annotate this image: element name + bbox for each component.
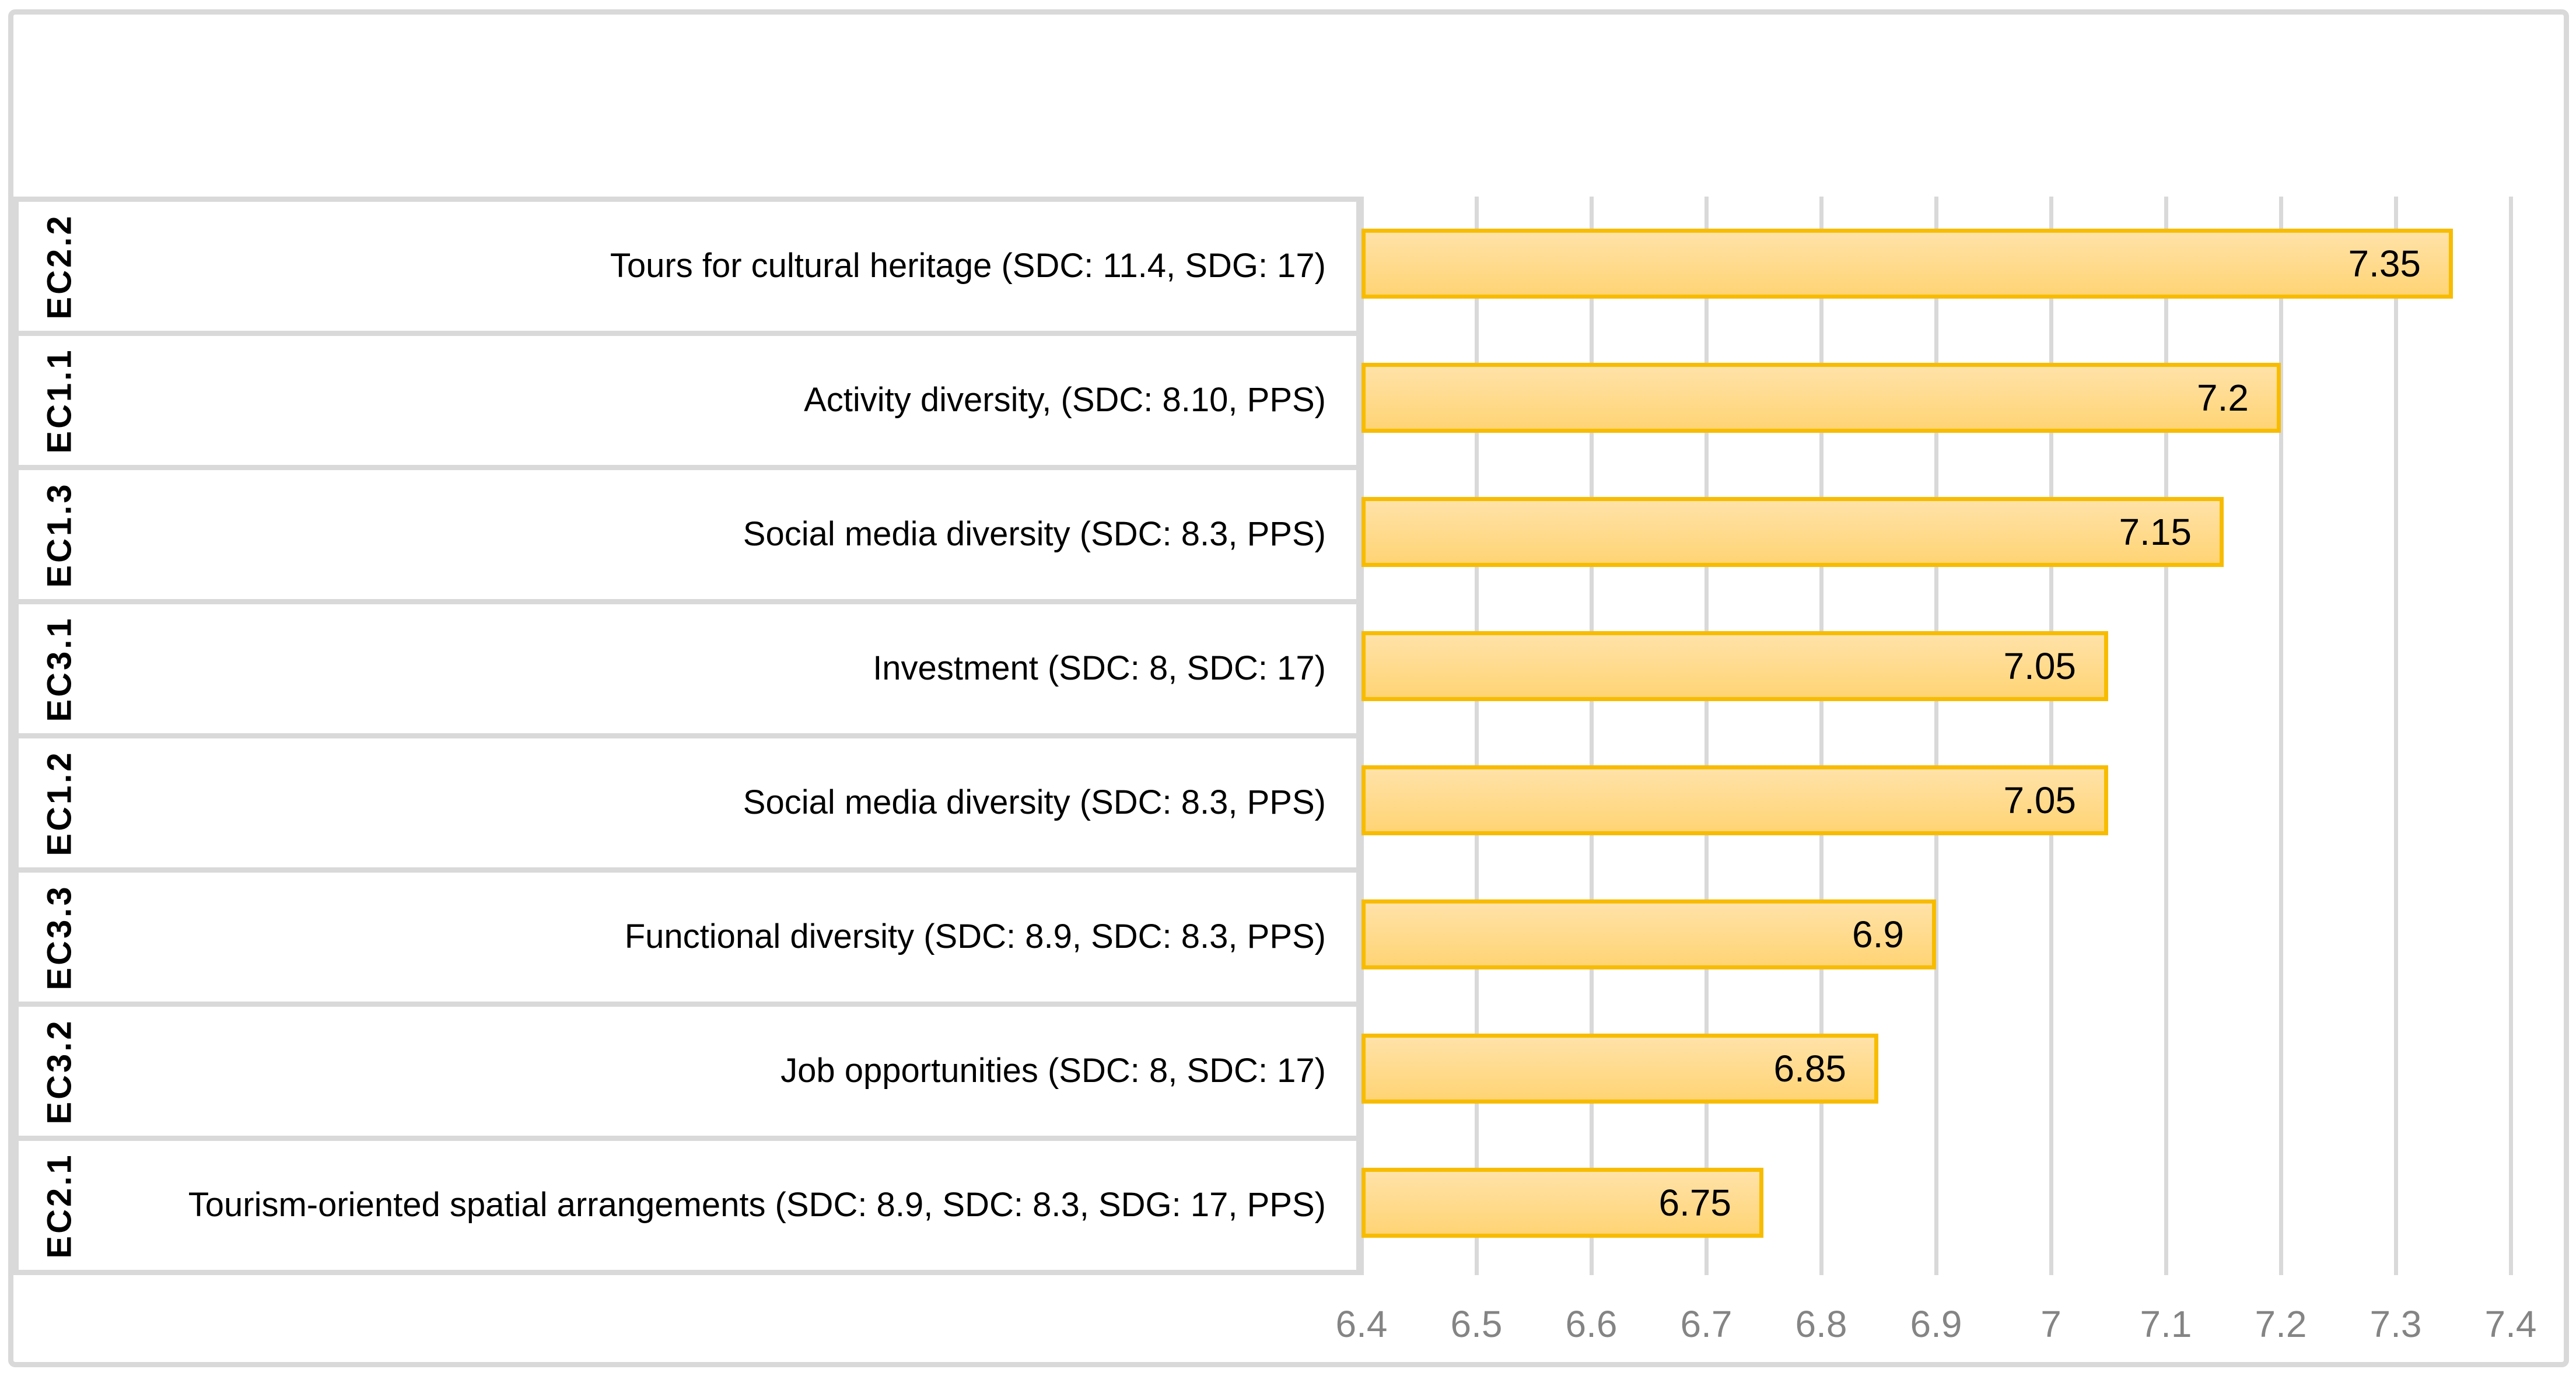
category-label: Investment (SDC: 8, SDC: 17): [873, 649, 1326, 688]
bar: 6.9: [1362, 899, 1936, 969]
x-tick-label: 7.3: [2370, 1303, 2422, 1345]
bar-value-label: 7.05: [2003, 779, 2076, 821]
category-cell: EC2.1 Tourism-oriented spatial arrangeme…: [13, 1136, 1362, 1275]
category-label: Functional diversity (SDC: 8.9, SDC: 8.3…: [624, 918, 1326, 956]
category-cell: EC1.1 Activity diversity, (SDC: 8.10, PP…: [13, 331, 1362, 470]
category-label: Social media diversity (SDC: 8.3, PPS): [743, 515, 1326, 554]
category-label: Job opportunities (SDC: 8, SDC: 17): [780, 1052, 1326, 1090]
category-cell: EC3.3 Functional diversity (SDC: 8.9, SD…: [13, 867, 1362, 1007]
x-tick-label: 7.4: [2484, 1303, 2537, 1345]
gridline: [2394, 197, 2398, 1275]
bar: 6.75: [1362, 1168, 1763, 1238]
bar: 7.15: [1362, 497, 2224, 567]
bar-value-label: 6.75: [1658, 1182, 1731, 1224]
category-group-label: EC2.1: [40, 1152, 79, 1259]
plot-area: 7.35 7.2 7.15 7.05 7.05 6.9 6.85 6.75: [1360, 197, 2560, 1275]
category-group-label: EC1.3: [40, 481, 79, 588]
x-tick-label: 6.7: [1680, 1303, 1732, 1345]
category-cell: EC1.3 Social media diversity (SDC: 8.3, …: [13, 465, 1362, 604]
gridline: [2164, 197, 2168, 1275]
bar: 6.85: [1362, 1034, 1878, 1104]
category-label: Tourism-oriented spatial arrangements (S…: [188, 1186, 1326, 1224]
bar: 7.05: [1362, 765, 2108, 835]
x-tick-label: 7.2: [2255, 1303, 2307, 1345]
gridline: [1819, 197, 1824, 1275]
category-group-label: EC3.3: [40, 884, 79, 990]
gridline: [2049, 197, 2053, 1275]
gridline: [1360, 197, 1364, 1275]
gridline: [1475, 197, 1479, 1275]
bar-value-label: 7.15: [2119, 511, 2192, 553]
category-label: Social media diversity (SDC: 8.3, PPS): [743, 783, 1326, 822]
category-group-label: EC3.1: [40, 615, 79, 722]
x-tick-label: 6.9: [1910, 1303, 1962, 1345]
category-cell: EC2.2 Tours for cultural heritage (SDC: …: [13, 197, 1362, 336]
gridline: [1704, 197, 1709, 1275]
x-tick-label: 6.4: [1335, 1303, 1388, 1345]
category-group-label: EC3.2: [40, 1018, 79, 1125]
category-group-label: EC1.2: [40, 750, 79, 856]
category-group-label: EC1.1: [40, 347, 79, 454]
bar: 7.2: [1362, 363, 2281, 433]
category-cell: EC1.2 Social media diversity (SDC: 8.3, …: [13, 733, 1362, 873]
category-group-label: EC2.2: [40, 213, 79, 320]
x-tick-label: 6.5: [1450, 1303, 1503, 1345]
bar-value-label: 6.85: [1773, 1048, 1846, 1090]
bar-value-label: 6.9: [1852, 913, 1904, 955]
gridline: [2509, 197, 2513, 1275]
bar: 7.35: [1362, 229, 2453, 299]
x-tick-label: 6.6: [1565, 1303, 1618, 1345]
category-cell: EC3.2 Job opportunities (SDC: 8, SDC: 17…: [13, 1002, 1362, 1141]
category-label: Tours for cultural heritage (SDC: 11.4, …: [610, 247, 1326, 285]
bar-value-label: 7.2: [2197, 377, 2249, 419]
x-tick-label: 7: [2041, 1303, 2062, 1345]
x-axis: 6.4 6.5 6.6 6.7 6.8 6.9 7 7.1 7.2 7.3 7.…: [1336, 1283, 2560, 1365]
x-tick-label: 7.1: [2140, 1303, 2192, 1345]
bar-value-label: 7.05: [2003, 645, 2076, 687]
bar-value-label: 7.35: [2348, 243, 2421, 285]
bar: 7.05: [1362, 631, 2108, 701]
gridline: [1590, 197, 1594, 1275]
gridline: [1934, 197, 1938, 1275]
category-cell: EC3.1 Investment (SDC: 8, SDC: 17): [13, 599, 1362, 738]
category-label: Activity diversity, (SDC: 8.10, PPS): [804, 381, 1326, 419]
x-tick-label: 6.8: [1795, 1303, 1847, 1345]
gridline: [2279, 197, 2283, 1275]
